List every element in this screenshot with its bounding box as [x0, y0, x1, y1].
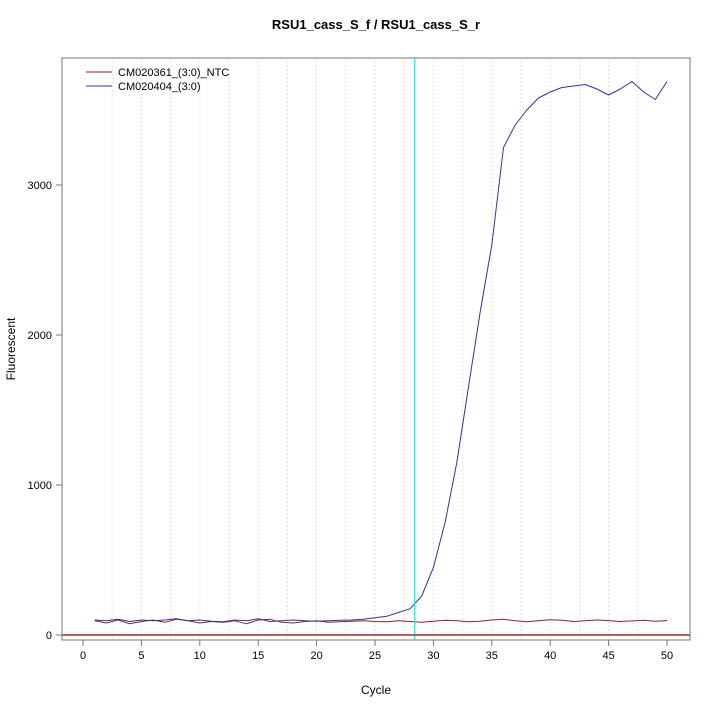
x-tick-label: 40 — [544, 650, 556, 662]
annotations — [62, 58, 690, 640]
x-axis-label: Cycle — [361, 683, 391, 697]
x-tick-label: 45 — [602, 650, 614, 662]
x-tick-label: 0 — [80, 650, 86, 662]
sample-series-line — [94, 81, 668, 623]
x-tick-label: 10 — [194, 650, 206, 662]
x-tick-label: 50 — [661, 650, 673, 662]
chart-title: RSU1_cass_S_f / RSU1_cass_S_r — [272, 17, 480, 32]
gridlines — [111, 58, 639, 640]
x-tick-label: 30 — [427, 650, 439, 662]
x-tick-label: 5 — [138, 650, 144, 662]
x-tick-label: 15 — [252, 650, 264, 662]
y-axis-label: Fluorescent — [4, 317, 18, 380]
y-tick-label: 1000 — [28, 480, 52, 492]
x-tick-label: 25 — [369, 650, 381, 662]
x-tick-label: 20 — [310, 650, 322, 662]
axes: 0 5 10 15 20 25 30 35 40 45 50 0 1000 2000 3000 — [28, 180, 674, 662]
y-tick-label: 0 — [46, 630, 52, 642]
y-tick-label: 2000 — [28, 330, 52, 342]
legend-label-ntc: CM020361_(3:0)_NTC — [118, 67, 229, 79]
y-tick-label: 3000 — [28, 180, 52, 192]
series-lines — [94, 81, 668, 625]
legend-label-sample: CM020404_(3:0) — [118, 81, 201, 93]
plot-border — [61, 57, 691, 641]
legend: CM020361_(3:0)_NTC CM020404_(3:0) — [86, 67, 229, 93]
x-tick-label: 35 — [486, 650, 498, 662]
